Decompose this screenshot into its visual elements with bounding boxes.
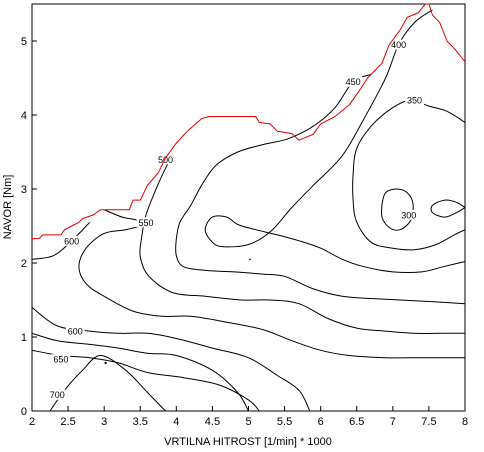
x-tick-label: 4.5 bbox=[205, 416, 220, 428]
x-tick-label: 5.5 bbox=[277, 416, 292, 428]
x-tick-label: 2.5 bbox=[60, 416, 75, 428]
marker-dot bbox=[104, 361, 107, 365]
plot-area-border bbox=[31, 3, 466, 412]
contour-label: 600 bbox=[64, 236, 79, 246]
x-tick-label: 4 bbox=[173, 416, 179, 428]
contour-label: 600 bbox=[68, 327, 83, 337]
x-tick-label: 6 bbox=[318, 416, 324, 428]
y-axis-title: NAVOR [Nm] bbox=[2, 175, 14, 240]
contour-lines bbox=[31, 9, 466, 412]
contour-label: 400 bbox=[391, 40, 406, 50]
contour-label: 450 bbox=[346, 77, 361, 87]
contour-label: 350 bbox=[407, 96, 422, 106]
y-tick-label: 2 bbox=[21, 258, 27, 270]
x-tick-label: 5 bbox=[245, 416, 251, 428]
contour-label-bg bbox=[136, 217, 156, 228]
contour-line-500 bbox=[139, 155, 465, 334]
operating-boundary bbox=[32, 3, 466, 240]
x-tick-label: 2 bbox=[29, 416, 35, 428]
x-tick-label: 7.5 bbox=[421, 416, 436, 428]
contour-line-350 bbox=[352, 99, 466, 251]
contour-labels: 300 350 400 450 500 550 600 600 650 700 bbox=[47, 39, 424, 400]
plot-frame bbox=[31, 3, 466, 412]
boundary-line bbox=[32, 3, 466, 240]
y-tick-label: 1 bbox=[21, 332, 27, 344]
y-tick-label: 5 bbox=[21, 36, 27, 48]
x-axis-title: VRTILNA HITROST [1/min] * 1000 bbox=[164, 436, 332, 448]
x-tick-label: 6.5 bbox=[349, 416, 364, 428]
y-tick-label: 0 bbox=[21, 406, 27, 418]
x-tick-label: 8 bbox=[462, 416, 468, 428]
contour-label-bg bbox=[343, 76, 363, 87]
x-tick-label: 7 bbox=[390, 416, 396, 428]
x-tick-label: 3 bbox=[101, 416, 107, 428]
contour-label-bg bbox=[47, 389, 67, 400]
marker-dot bbox=[249, 258, 251, 261]
contour-label-bg bbox=[389, 39, 409, 50]
contour-label-bg bbox=[405, 95, 424, 106]
contour-label-bg bbox=[51, 354, 71, 365]
contour-line-550 bbox=[78, 209, 466, 359]
x-tick-label: 3.5 bbox=[133, 416, 148, 428]
contour-label: 550 bbox=[139, 218, 154, 228]
contour-line-450 bbox=[175, 73, 466, 305]
contour-label-bg bbox=[156, 154, 175, 165]
y-tick-label: 4 bbox=[21, 110, 27, 122]
contour-label: 300 bbox=[401, 210, 416, 220]
contour-label-bg bbox=[62, 235, 82, 246]
contour-line-600 bbox=[31, 221, 91, 260]
contour-label-bg bbox=[399, 209, 419, 220]
y-tick-label: 3 bbox=[21, 184, 27, 196]
contour-line-300 bbox=[430, 199, 466, 218]
y-axis: 0 1 2 3 4 5 bbox=[21, 36, 37, 418]
x-axis: 2 2.5 3 3.5 4 4.5 5 5.5 6 6.5 7 7.5 8 bbox=[29, 406, 468, 428]
contour-label: 500 bbox=[158, 155, 173, 165]
contour-line-400 bbox=[204, 9, 466, 273]
contour-line-600 bbox=[31, 306, 311, 412]
contour-line-550 bbox=[31, 332, 249, 412]
contour-label: 700 bbox=[50, 390, 65, 400]
contour-label-bg bbox=[65, 326, 85, 337]
contour-label: 650 bbox=[53, 355, 68, 365]
